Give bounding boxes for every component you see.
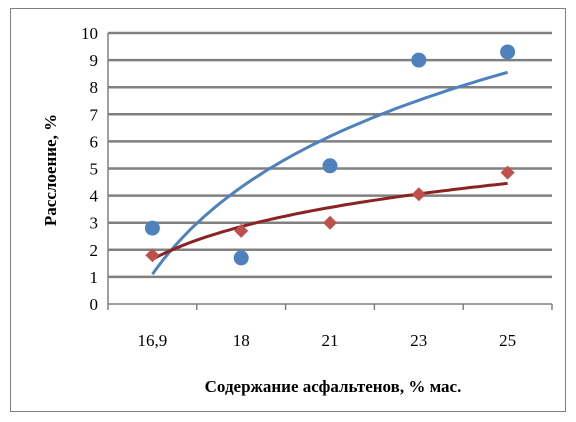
data-points — [144, 44, 516, 266]
y-tick-label: 0 — [90, 295, 99, 314]
y-axis-title: Расслоение, % — [41, 114, 60, 226]
x-tick-label: 18 — [233, 331, 250, 350]
y-tick-label: 1 — [90, 268, 99, 287]
chart-frame — [10, 8, 566, 412]
data-point-diamond — [234, 223, 249, 238]
x-tick-label: 25 — [499, 331, 516, 350]
y-tick-label: 9 — [90, 51, 99, 70]
y-tick-label: 10 — [81, 24, 98, 43]
y-tick-label: 5 — [90, 160, 99, 179]
x-tick-labels: 16,9 18 21 23 25 — [138, 331, 517, 350]
data-point-diamond — [145, 248, 160, 263]
data-point-circle — [233, 250, 249, 266]
data-point-diamond — [411, 187, 426, 202]
data-point-circle — [500, 44, 516, 60]
y-tick-label: 7 — [90, 105, 99, 124]
y-tick-label: 6 — [90, 132, 99, 151]
y-tick-label: 8 — [90, 78, 99, 97]
data-point-diamond — [323, 215, 337, 230]
y-tick-label: 3 — [90, 214, 99, 233]
data-point-diamond — [500, 165, 515, 180]
x-tick-label: 21 — [322, 331, 339, 350]
data-point-circle — [411, 52, 427, 68]
data-point-circle — [144, 220, 160, 236]
x-axis-title: Содержание асфальтенов, % мас. — [205, 377, 462, 396]
y-tick-label: 2 — [90, 241, 99, 260]
trendline-series-1 — [151, 70, 509, 276]
trendline-series-2 — [151, 181, 508, 261]
trendlines — [151, 70, 509, 276]
x-tick-label: 23 — [410, 331, 427, 350]
y-tick-labels: 0 1 2 3 4 5 6 7 8 9 10 — [81, 24, 99, 314]
x-tick-label: 16,9 — [138, 331, 168, 350]
data-point-circle — [322, 158, 338, 174]
y-tick-label: 4 — [90, 187, 99, 206]
